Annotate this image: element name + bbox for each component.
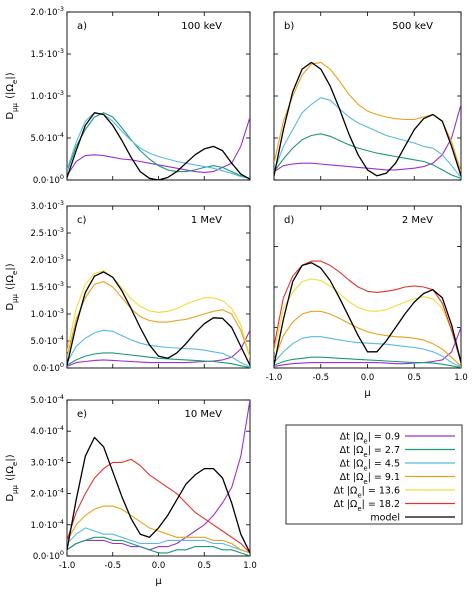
series-line-13-6 [67, 270, 250, 358]
x-axis-label: μ [364, 388, 371, 399]
series-line-4-5 [67, 112, 250, 179]
legend: Δt |Ωe| = 0.9Δt |Ωe| = 2.7Δt |Ωe| = 4.5Δ… [285, 424, 463, 525]
series-line-model [67, 271, 250, 366]
y-tick-label: 2.5·10-3 [30, 226, 64, 239]
legend-label: Δt |Ωe| = 0.9 [340, 432, 400, 446]
series-line-model [274, 262, 461, 366]
y-tick-label: 5.0·10-4 [30, 334, 64, 347]
series-group [274, 61, 461, 179]
series-line-13-6 [274, 278, 461, 363]
series-line-0-9 [67, 400, 250, 551]
series-line-9-1 [274, 61, 461, 172]
energy-label: 500 keV [392, 21, 433, 32]
y-axis-label: Dμμ (|Ωe|) [5, 454, 19, 501]
series-line-9-1 [67, 505, 250, 554]
series-line-18-2 [274, 260, 461, 363]
x-tick-label: -1.0 [266, 373, 283, 383]
series-line-0-9 [67, 329, 250, 367]
series-line-2-7 [67, 536, 250, 556]
series-line-model [67, 436, 250, 554]
x-tick-label: 0.5 [197, 561, 211, 571]
series-line-2-7 [67, 352, 250, 368]
y-tick-label: 0.0·100 [33, 173, 64, 186]
y-tick-label: 1.0·10-4 [30, 518, 64, 531]
legend-label: Δt |Ωe| = 4.5 [340, 459, 400, 473]
x-tick-label: 1.0 [243, 561, 257, 571]
panel-label: d) [284, 215, 294, 226]
y-axis-label: Dμμ (|Ωe|) [5, 263, 19, 310]
x-tick-label: 0.0 [152, 561, 166, 571]
legend-items: Δt |Ωe| = 0.9Δt |Ωe| = 2.7Δt |Ωe| = 4.5Δ… [334, 432, 455, 524]
y-tick-label: 5.0·10-4 [30, 393, 64, 406]
series-line-4-5 [274, 97, 461, 178]
series-line-2-7 [67, 112, 250, 179]
y-tick-label: 4.0·10-4 [30, 424, 64, 437]
y-tick-label: 5.0·10-4 [30, 131, 64, 144]
panel-c: 0.0·100 5.0·10-4 1.0·10-3 1.5·10-3 2.0·10-3 2… [5, 199, 251, 374]
legend-label: Δt |Ωe| = 2.7 [340, 445, 400, 459]
series-group [67, 112, 250, 180]
y-tick-label: 3.0·10-3 [30, 199, 64, 212]
series-group [67, 270, 250, 368]
series-line-0-9 [67, 116, 250, 177]
y-axis-label: Dμμ (|Ωe|) [5, 72, 19, 119]
y-tick-label: 1.0·10-3 [30, 89, 64, 102]
axes-frame [273, 11, 462, 181]
panel-label: e) [77, 409, 87, 420]
panel-label: b) [284, 21, 294, 32]
series-line-model [274, 61, 461, 177]
panel-label: c) [77, 215, 86, 226]
energy-label: 1 MeV [191, 215, 222, 226]
x-tick-label: 0.0 [361, 373, 375, 383]
y-tick-label: 1.5·10-3 [30, 280, 64, 293]
legend-box [285, 424, 463, 525]
panel-d: -1.0 -0.5 0.0 0.5 1.0 μ d) 2 MeV [266, 205, 468, 399]
y-tick-label: 3.0·10-4 [30, 455, 64, 468]
energy-label: 10 MeV [184, 409, 222, 420]
legend-label: Δt |Ωe| = 13.6 [334, 486, 400, 500]
panel-label: a) [77, 21, 87, 32]
panel-e: 0.0·100 1.0·10-4 2.0·10-4 3.0·10-4 4.0·10-4 5… [5, 393, 257, 587]
series-line-model [67, 112, 250, 180]
y-tick-label: 2.0·10-3 [30, 253, 64, 266]
series-line-9-1 [67, 281, 250, 358]
series-group [67, 400, 250, 556]
x-tick-label: 0.5 [407, 373, 421, 383]
y-tick-label: 2.0·10-3 [30, 5, 64, 18]
series-line-18-2 [67, 458, 250, 554]
panels: 0.0·100 5.0·10-4 1.0·10-3 1.5·10-3 2.0·10-3 D… [5, 5, 468, 587]
series-group [274, 260, 461, 368]
x-tick-label: -0.5 [104, 561, 121, 571]
axes-frame [66, 205, 251, 369]
series-line-2-7 [274, 356, 461, 368]
x-tick-label: 1.0 [454, 373, 468, 383]
legend-label: Δt |Ωe| = 9.1 [340, 472, 400, 486]
series-line-4-5 [274, 336, 461, 368]
y-tick-label: 1.5·10-3 [30, 47, 64, 60]
y-tick-label: 0.0·100 [33, 361, 64, 374]
y-tick-label: 2.0·10-4 [30, 487, 64, 500]
x-tick-label: -1.0 [59, 561, 76, 571]
series-line-4-5 [67, 527, 250, 554]
y-tick-label: 1.0·10-3 [30, 307, 64, 320]
series-line-9-1 [274, 310, 461, 367]
x-tick-label: -0.5 [312, 373, 329, 383]
series-line-2-7 [274, 133, 461, 179]
legend-label: model [370, 513, 400, 524]
panel-a: 0.0·100 5.0·10-4 1.0·10-3 1.5·10-3 2.0·10-3 D… [5, 5, 251, 186]
panel-b: b) 500 keV [273, 11, 462, 181]
series-line-4-5 [67, 329, 250, 368]
series-line-0-9 [274, 327, 461, 367]
energy-label: 2 MeV [402, 215, 433, 226]
y-tick-label: 0.0·100 [33, 549, 64, 562]
x-axis-label: μ [155, 576, 162, 587]
legend-label: Δt |Ωe| = 18.2 [334, 499, 400, 513]
energy-label: 100 keV [181, 21, 222, 32]
